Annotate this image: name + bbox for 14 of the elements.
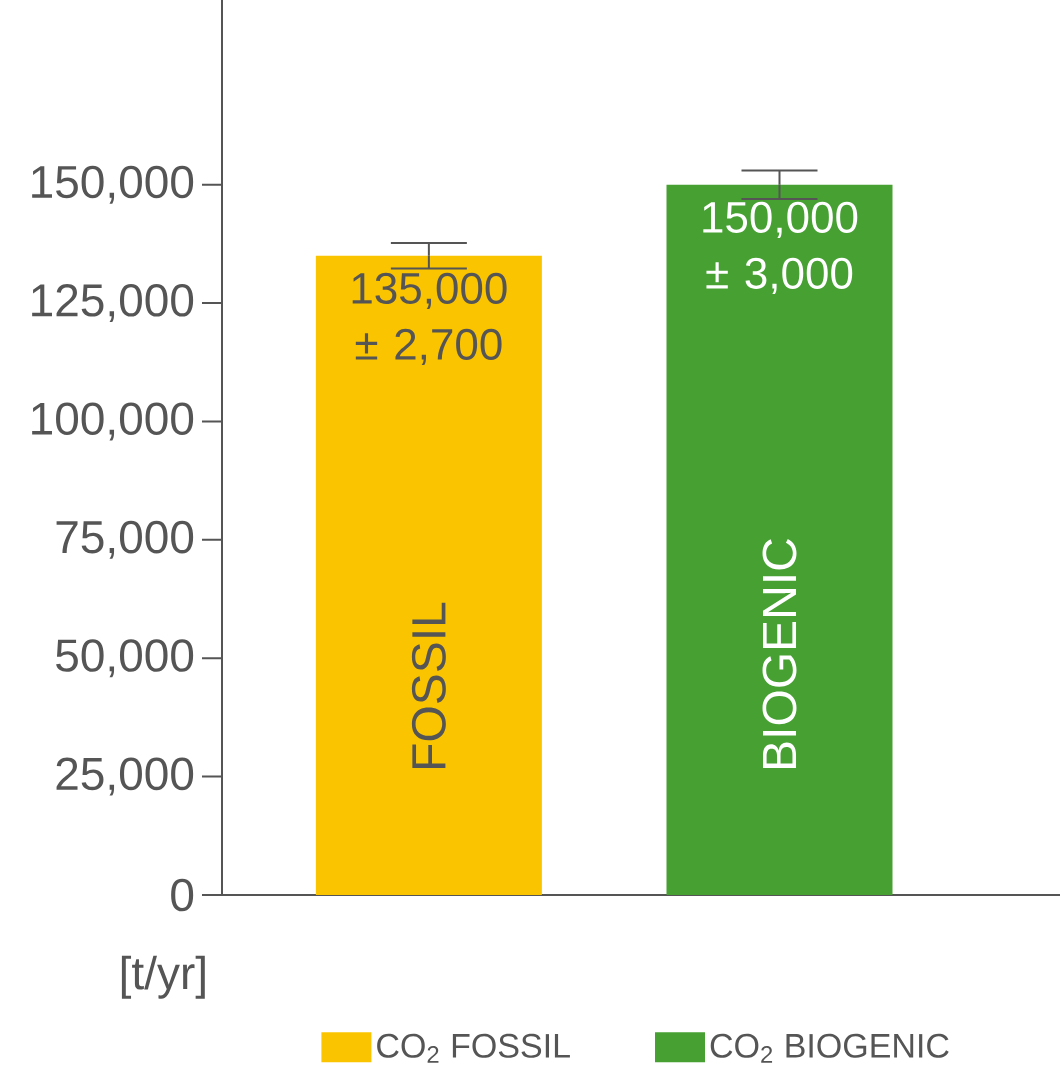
legend-label: CO$_{2}$ FOSSIL bbox=[377, 1033, 570, 1063]
y-tick-label: 50,000 bbox=[56, 639, 194, 678]
y-tick-label: 150,000 bbox=[32, 165, 194, 204]
legend-label: CO$_{2}$ BIOGENIC bbox=[710, 1033, 949, 1063]
data-label: 150,000 ± 3,000 bbox=[703, 201, 858, 295]
data-label: 135,000 ± 2,700 bbox=[352, 272, 507, 366]
y-tick-label: 25,000 bbox=[56, 757, 194, 796]
y-axis-title: [t/yr] bbox=[121, 955, 205, 999]
x-tick-label: BIOGENIC bbox=[762, 539, 797, 768]
x-tick-label: FOSSIL bbox=[411, 602, 446, 768]
y-tick-label: 100,000 bbox=[32, 402, 194, 441]
y-tick-label: 125,000 bbox=[32, 284, 194, 323]
y-tick-label: 75,000 bbox=[56, 520, 194, 559]
y-tick-label: 0 bbox=[171, 878, 194, 912]
